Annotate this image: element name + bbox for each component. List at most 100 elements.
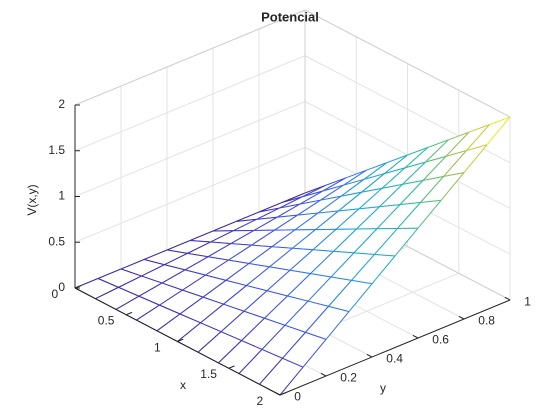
- mesh-edge: [287, 295, 309, 302]
- mesh-face: [177, 322, 221, 353]
- mesh-face: [443, 144, 487, 177]
- mesh-face: [233, 217, 277, 231]
- mesh-edge: [289, 269, 311, 275]
- mesh-edge: [427, 139, 449, 148]
- mesh-face: [259, 196, 303, 212]
- mesh-edge: [256, 207, 280, 220]
- mesh-face: [190, 230, 234, 243]
- mesh-face: [331, 252, 375, 281]
- mesh-edge: [118, 286, 140, 297]
- mesh-edge: [282, 332, 306, 359]
- mesh-edge: [182, 289, 204, 298]
- mesh-edge: [141, 264, 165, 277]
- mesh-edge: [315, 210, 339, 230]
- mesh-edge: [363, 173, 385, 180]
- mesh-edge: [258, 202, 283, 213]
- mesh-edge: [246, 266, 270, 286]
- mesh-face: [136, 305, 180, 331]
- mesh-edge: [386, 154, 408, 164]
- mesh-edge: [220, 310, 245, 333]
- mesh-face: [203, 280, 247, 305]
- z-tick-label: 0: [58, 280, 65, 294]
- mesh-edge: [353, 252, 375, 255]
- mesh-edge: [305, 306, 329, 333]
- mesh-edge: [399, 202, 421, 206]
- mesh-face: [251, 229, 295, 247]
- mesh-edge: [376, 204, 401, 230]
- mesh-edge: [271, 246, 293, 249]
- mesh-face: [351, 254, 395, 284]
- mesh-face: [274, 213, 318, 231]
- mesh-edge: [179, 313, 201, 324]
- mesh-edge: [374, 228, 398, 255]
- y-tick-label: 0: [294, 390, 301, 404]
- mesh-edge: [279, 366, 304, 396]
- mesh-edge: [248, 263, 270, 268]
- mesh-face: [231, 230, 275, 246]
- mesh-edge: [276, 203, 301, 218]
- mesh-face: [254, 215, 298, 231]
- mesh-face: [354, 228, 398, 255]
- mesh-edge: [305, 331, 327, 340]
- mesh-edge: [358, 187, 383, 210]
- mesh-face: [226, 263, 270, 286]
- mesh-edge: [159, 289, 183, 306]
- mesh-edge: [166, 249, 188, 254]
- mesh-edge: [115, 295, 140, 310]
- mesh-face: [423, 150, 467, 181]
- mesh-face: [302, 177, 346, 197]
- mesh-edge: [156, 313, 181, 332]
- mesh-edge: [243, 310, 265, 319]
- mesh-edge: [251, 229, 275, 246]
- mesh-edge: [302, 339, 327, 368]
- mesh-face: [397, 200, 441, 229]
- mesh-edge: [322, 184, 344, 192]
- mesh-face: [361, 167, 405, 193]
- mesh-face: [244, 290, 288, 319]
- x-tick: [228, 365, 235, 369]
- y-tick-label: 0.2: [340, 371, 357, 385]
- mesh-face: [267, 270, 311, 296]
- axes-layer: 0 0.5 1 1.5 2 0 0.2 0.4 0.6 0.8 1 0 0.5 1 1.5 2: [48, 97, 531, 408]
- mesh-edge: [440, 172, 465, 201]
- mesh-edge: [317, 195, 342, 214]
- x-tick-label: 2: [257, 394, 264, 408]
- mesh-edge: [166, 240, 191, 251]
- mesh-edge: [279, 203, 301, 209]
- mesh-edge: [320, 184, 344, 201]
- mesh-face: [198, 331, 242, 363]
- mesh-edge: [259, 357, 283, 385]
- mesh-edge: [292, 247, 314, 251]
- mesh-edge: [210, 230, 234, 243]
- mesh-edge: [230, 243, 252, 246]
- mesh-edge: [420, 176, 444, 203]
- y-tick-label: 0.8: [478, 314, 495, 328]
- mesh-face: [285, 301, 329, 333]
- mesh-edge: [161, 269, 186, 284]
- mesh-face: [287, 273, 331, 302]
- mesh-edge: [348, 283, 373, 312]
- mesh-edge: [330, 252, 355, 278]
- mesh-edge: [299, 199, 321, 205]
- mesh-face: [420, 172, 464, 203]
- mesh-edge: [230, 230, 255, 245]
- mesh-face: [308, 277, 352, 307]
- mesh-face: [466, 117, 510, 151]
- mesh-edge: [202, 279, 227, 298]
- mesh-edge: [489, 116, 511, 126]
- mesh-face: [295, 210, 339, 230]
- mesh-edge: [95, 286, 119, 300]
- mesh-edge: [200, 322, 222, 333]
- mesh-edge: [205, 274, 227, 281]
- mesh-edge: [248, 246, 273, 264]
- z-tick-label: 1.5: [48, 143, 65, 157]
- mesh-edge: [420, 199, 442, 204]
- mesh-face: [159, 290, 203, 314]
- mesh-face: [180, 297, 224, 323]
- mesh-edge: [189, 240, 211, 243]
- mesh-edge: [422, 155, 447, 181]
- mesh-face: [249, 246, 293, 267]
- mesh-edge: [271, 229, 296, 248]
- mesh-edge: [343, 178, 365, 186]
